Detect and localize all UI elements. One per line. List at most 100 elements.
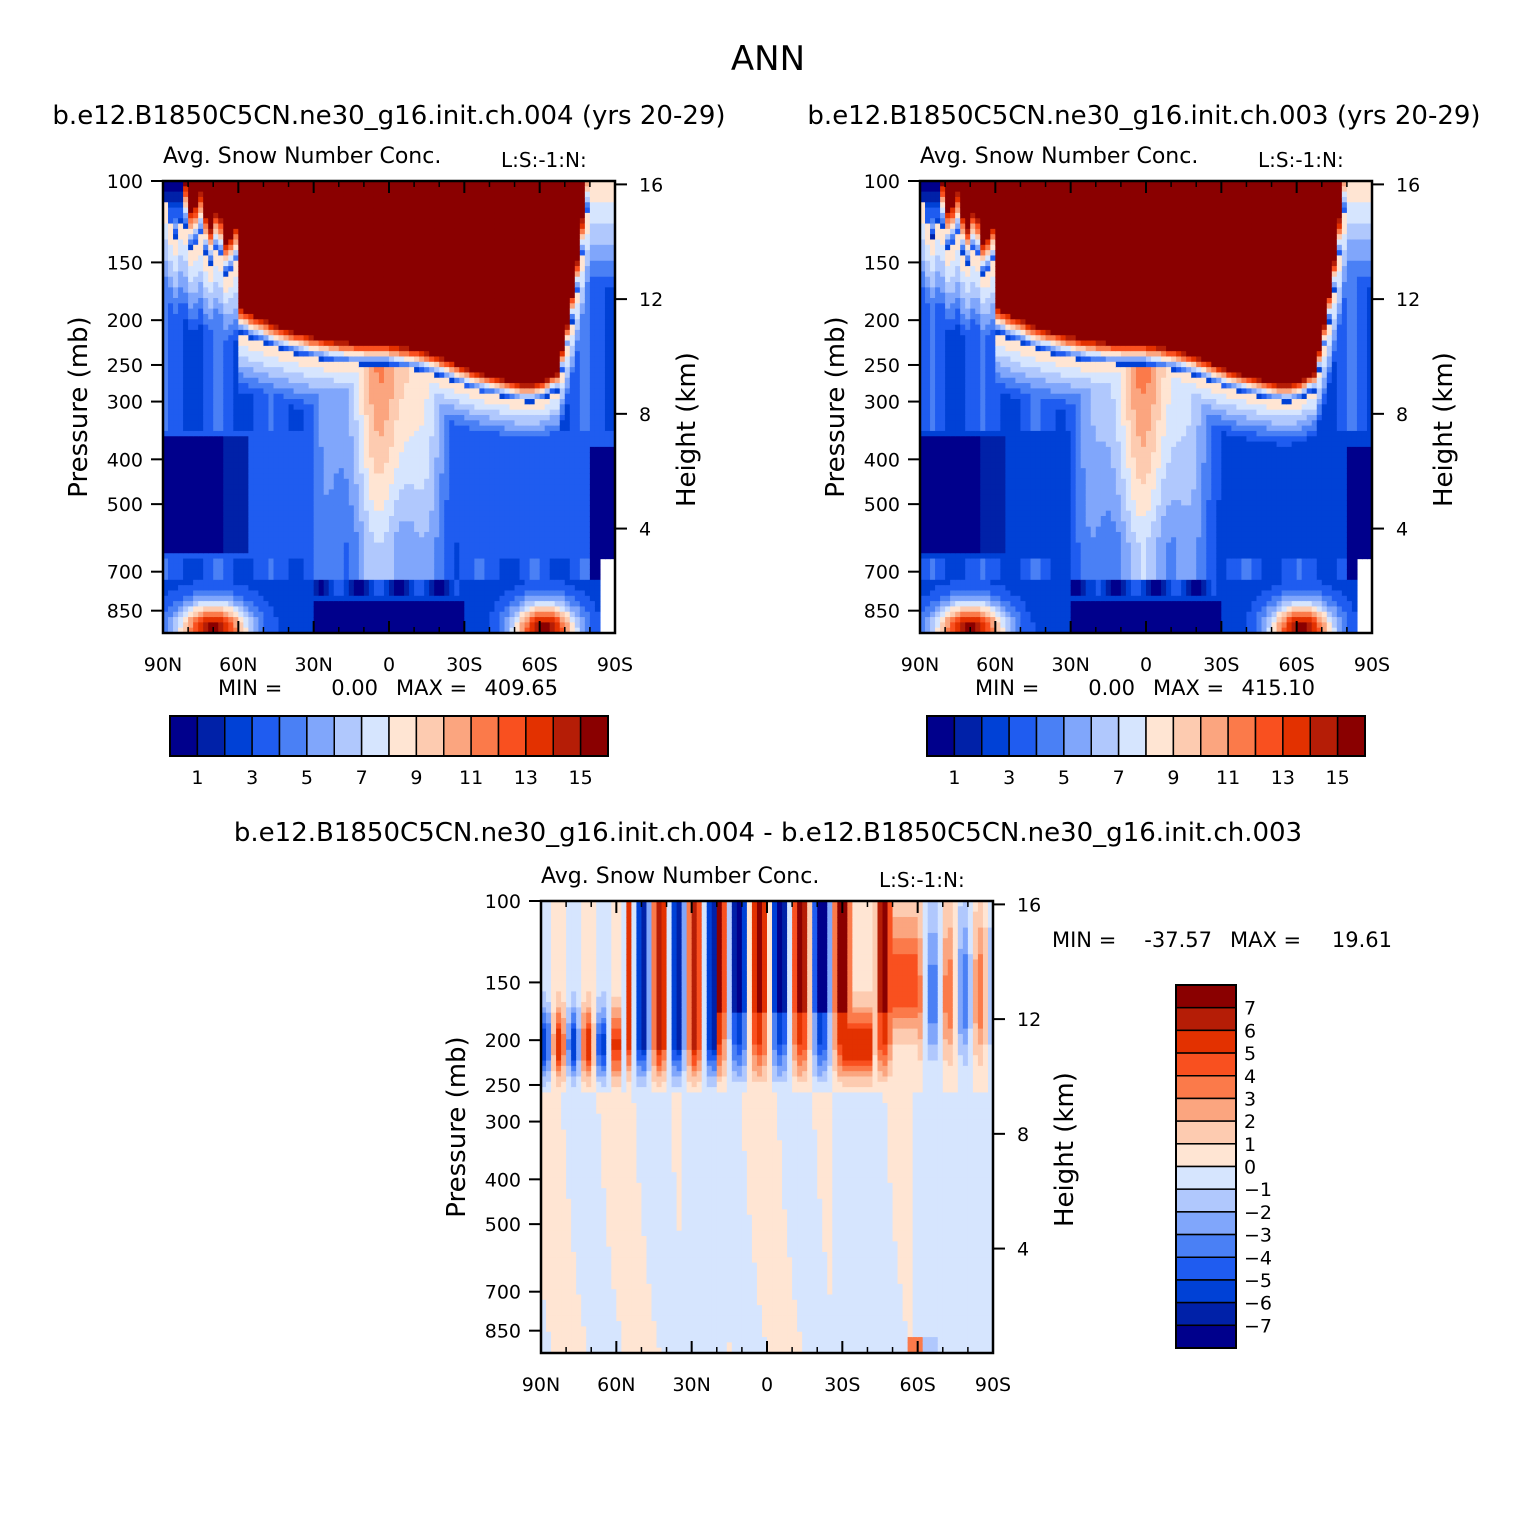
contour-cell xyxy=(238,223,244,230)
contour-cell xyxy=(183,505,189,512)
contour-cell xyxy=(203,377,209,384)
contour-cell xyxy=(434,356,440,363)
contour-cell xyxy=(404,473,410,480)
contour-cell xyxy=(348,239,355,246)
contour-cell xyxy=(253,266,260,272)
contour-cell xyxy=(409,313,415,320)
contour-cell xyxy=(258,324,265,331)
contour-cell xyxy=(208,399,214,405)
contour-cell xyxy=(404,627,410,634)
contour-cell xyxy=(298,234,305,241)
contour-cell xyxy=(419,526,425,533)
contour-cell xyxy=(338,547,345,554)
contour-cell xyxy=(258,430,265,437)
contour-cell xyxy=(429,510,435,517)
contour-cell xyxy=(293,181,300,187)
contour-cell xyxy=(353,553,360,560)
contour-cell xyxy=(238,196,244,203)
contour-cell xyxy=(444,585,450,592)
contour-cell xyxy=(213,436,219,443)
contour-cell xyxy=(168,601,174,608)
contour-cell xyxy=(429,292,435,299)
contour-cell xyxy=(198,244,204,251)
contour-cell xyxy=(358,500,365,506)
contour-cell xyxy=(198,367,204,374)
contour-cell xyxy=(303,218,310,225)
contour-cell xyxy=(168,191,174,198)
contour-cell xyxy=(178,579,184,586)
contour-cell xyxy=(338,186,345,193)
contour-cell xyxy=(429,489,435,496)
contour-cell xyxy=(168,250,174,257)
contour-cell xyxy=(434,292,440,299)
contour-cell xyxy=(449,356,455,363)
contour-cell xyxy=(188,388,194,395)
contour-cell xyxy=(283,324,290,331)
contour-cell xyxy=(228,266,234,272)
contour-cell xyxy=(168,574,174,581)
contour-cell xyxy=(323,436,330,443)
contour-cell xyxy=(198,574,204,581)
contour-cell xyxy=(414,186,420,193)
contour-cell xyxy=(208,478,214,485)
contour-cell xyxy=(353,372,360,379)
contour-cell xyxy=(273,553,280,560)
contour-cell xyxy=(253,383,260,389)
contour-cell xyxy=(308,356,315,363)
contour-cell xyxy=(383,196,390,203)
contour-cell xyxy=(439,361,445,368)
contour-cell xyxy=(343,287,350,294)
contour-cell xyxy=(434,558,440,565)
contour-cell xyxy=(228,627,234,634)
contour-cell xyxy=(243,228,249,235)
contour-cell xyxy=(253,324,260,331)
contour-cell xyxy=(358,218,365,225)
contour-cell xyxy=(188,223,194,230)
contour-cell xyxy=(358,521,365,528)
contour-cell xyxy=(173,271,179,278)
contour-cell xyxy=(213,329,219,336)
contour-cell xyxy=(223,542,229,549)
contour-cell xyxy=(218,319,224,326)
contour-cell xyxy=(293,468,300,475)
contour-cell xyxy=(298,547,305,554)
contour-cell xyxy=(283,526,290,533)
contour-cell xyxy=(343,324,350,331)
contour-cell xyxy=(394,462,400,469)
contour-cell xyxy=(429,329,435,336)
contour-cell xyxy=(373,579,380,586)
contour-cell xyxy=(193,420,199,427)
contour-cell xyxy=(168,558,174,565)
contour-cell xyxy=(338,516,345,522)
contour-cell xyxy=(198,611,204,618)
contour-cell xyxy=(208,526,214,533)
contour-cell xyxy=(228,228,234,235)
contour-cell xyxy=(454,345,460,352)
contour-cell xyxy=(188,579,194,586)
contour-cell xyxy=(243,446,249,453)
contour-cell xyxy=(424,611,430,618)
contour-cell xyxy=(278,239,285,246)
contour-cell xyxy=(163,255,169,262)
contour-cell xyxy=(343,207,350,214)
contour-cell xyxy=(258,441,265,448)
contour-cell xyxy=(303,207,310,214)
contour-cell xyxy=(293,601,300,608)
contour-cell xyxy=(368,452,375,459)
contour-cell xyxy=(273,457,280,464)
contour-cell xyxy=(368,303,375,310)
contour-cell xyxy=(373,526,380,533)
contour-cell xyxy=(353,196,360,203)
contour-cell xyxy=(218,425,224,432)
contour-cell xyxy=(399,234,405,241)
contour-cell xyxy=(238,462,244,469)
contour-cell xyxy=(383,292,390,299)
contour-cell xyxy=(323,377,330,384)
contour-cell xyxy=(318,547,325,554)
contour-cell xyxy=(183,377,189,384)
contour-cell xyxy=(414,244,420,251)
contour-cell xyxy=(188,537,194,544)
contour-cell xyxy=(404,287,410,294)
contour-cell xyxy=(263,436,270,443)
contour-cell xyxy=(248,388,254,395)
